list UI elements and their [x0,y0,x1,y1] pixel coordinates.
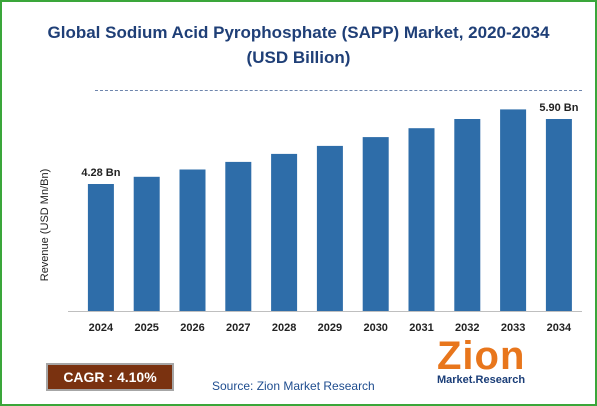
logo-wordmark: Zion [437,334,526,378]
bar-2027 [225,161,252,311]
bar-2025 [133,176,160,311]
bar-2026 [179,169,206,311]
x-tick-label: 2029 [318,322,342,334]
x-tick-label: 2030 [363,322,387,334]
x-tick-label: 2028 [272,322,296,334]
x-tick-label: 2026 [180,322,204,334]
zion-logo: Zion Market.Research [437,334,549,396]
x-tick-label: 2024 [89,322,114,334]
subtitle-line: (USD Billion) [246,48,351,67]
x-tick-label: 2032 [455,322,479,334]
data-label-2034: 5.90 Bn [539,102,578,114]
chart-title: Global Sodium Acid Pyrophosphate (SAPP) … [20,20,577,70]
bar-2030 [362,137,389,311]
bar-2028 [271,153,298,311]
x-tick-label: 2034 [547,322,572,334]
source-text: Source: Zion Market Research [212,379,375,393]
title-divider [95,90,582,91]
bar-2032 [454,119,481,311]
x-tick-label: 2025 [134,322,158,334]
x-tick-label: 2027 [226,322,250,334]
logo-subtitle: Market.Research [437,374,526,386]
bar-2031 [408,128,435,311]
data-label-2024: 4.28 Bn [81,167,120,179]
bar-2024 [87,184,114,311]
bar-2029 [316,145,343,311]
bar-2033 [500,109,527,312]
x-tick-label: 2033 [501,322,525,334]
title-line: Global Sodium Acid Pyrophosphate (SAPP) … [47,23,550,42]
x-tick-label: 2031 [409,322,433,334]
bar-2034 [545,119,572,311]
cagr-badge: CAGR : 4.10% [46,363,174,391]
